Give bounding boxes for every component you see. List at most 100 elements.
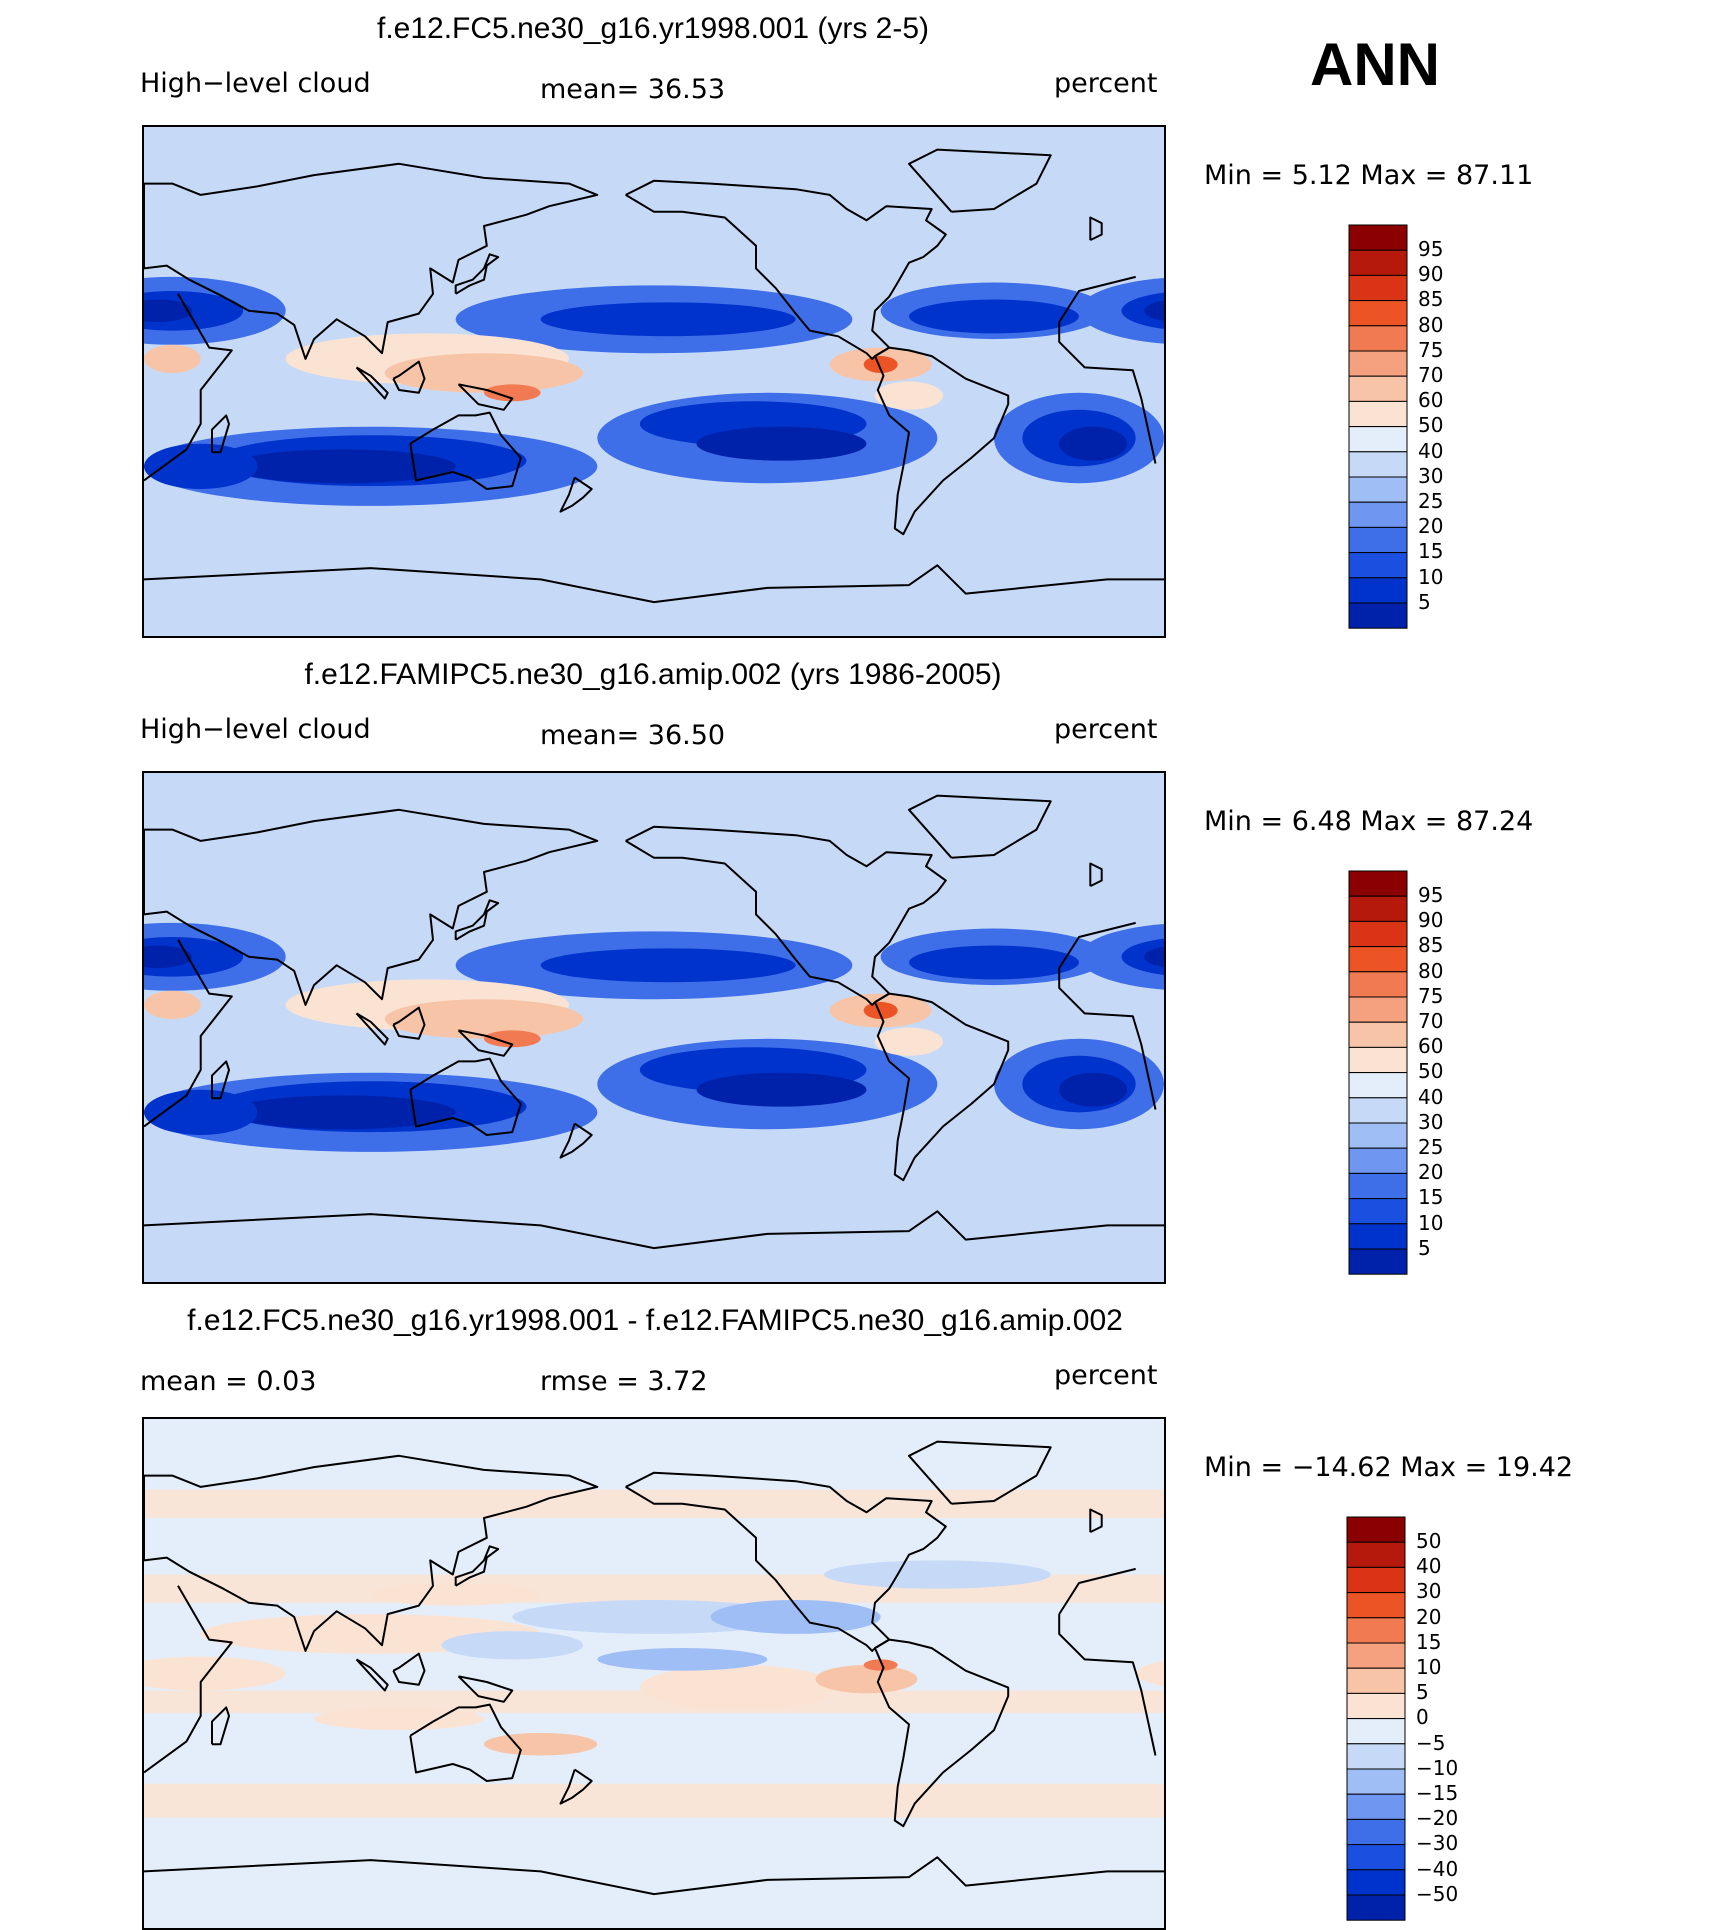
coastline [144,1567,1157,1774]
colorbar-tick-label: −50 [1416,1881,1459,1906]
colorbar-swatch [1346,1844,1406,1871]
colorbar-swatch [1348,300,1408,327]
coastline [908,794,1052,859]
colorbar-tick-label: 15 [1418,539,1444,564]
coastline [625,825,947,1006]
contour-region [229,1095,456,1130]
colorbar-tick-label: 10 [1418,564,1444,589]
contour-region [540,948,796,983]
coastline [457,1029,514,1057]
coastline [392,360,426,394]
colorbar-swatch [1348,1097,1408,1124]
colorbar-tick-label: 5 [1418,589,1431,614]
contour-region [875,1027,943,1056]
panel-2-minmax: Min = 6.48 Max = 87.24 [1204,806,1534,837]
colorbar-swatch [1348,325,1408,352]
contour-region [1059,1072,1128,1107]
colorbar-tick-label: 90 [1418,908,1444,933]
coastline [409,1703,522,1782]
panel-2-map [142,771,1166,1284]
contour-region [710,1599,881,1634]
panel-3-colorbar [1346,1516,1406,1921]
colorbar-tick-label: −20 [1416,1806,1459,1831]
colorbar-swatch [1348,971,1408,998]
panel-3-minmax: Min = −14.62 Max = 19.42 [1204,1452,1574,1483]
colorbar-tick-label: 0 [1416,1705,1429,1730]
coastline [559,1768,593,1805]
contour-region [144,945,193,969]
colorbar-tick-label: −10 [1416,1755,1459,1780]
contour-region [824,1560,1051,1589]
colorbar-swatch [1348,1172,1408,1200]
coastline [211,1060,230,1100]
colorbar-swatch [1348,350,1408,377]
colorbar-swatch [1348,375,1408,402]
contour-region [441,1631,584,1660]
contour-region [696,1072,867,1107]
colorbar-swatch [1348,1021,1408,1048]
coastline [144,1210,1164,1250]
colorbar-tick-label: −5 [1416,1730,1446,1755]
colorbar-tick-label: 70 [1418,363,1444,387]
colorbar-swatch [1348,920,1408,948]
colorbar-swatch [1348,249,1408,276]
colorbar-tick-label: 60 [1418,1034,1444,1059]
panel-2-mean-label: mean= 36.50 [540,720,726,751]
colorbar-tick-label: 40 [1418,438,1444,463]
coastline [874,346,1010,536]
contour-region [1121,938,1164,975]
contour-region [384,999,584,1039]
contour-region [696,426,867,461]
contour-region [863,1002,898,1020]
colorbar-tick-label: 25 [1418,1135,1444,1159]
colorbar-swatch [1348,400,1408,428]
contour-region [484,1030,541,1048]
coastline [144,275,1157,482]
contour-region [144,443,258,489]
colorbar-tick-label: 95 [1418,883,1444,907]
contour-band [144,1783,1164,1818]
panel-2-colorbar [1348,870,1408,1275]
contour-region [1121,292,1164,329]
colorbar-tick-label: 50 [1416,1529,1442,1553]
coastline [409,1057,522,1136]
colorbar-swatch [1346,1617,1406,1644]
coastline [454,1545,500,1587]
panel-2-title: f.e12.FAMIPC5.ne30_g16.amip.002 (yrs 198… [304,658,1002,691]
colorbar-tick-label: 70 [1418,1009,1444,1033]
coastline [144,564,1164,604]
coastline [457,1675,514,1703]
colorbar-swatch [1346,1692,1406,1720]
panel-1-map [142,125,1166,638]
season-label: ANN [1310,31,1440,98]
contour-region [909,299,1079,334]
contour-region [384,353,584,393]
panel-3-units-label: percent [1054,1360,1158,1391]
colorbar-swatch [1346,1541,1406,1568]
colorbar-tick-label: 5 [1418,1235,1431,1260]
panel-1-mean-label: mean= 36.53 [540,74,726,105]
contour-region [875,381,943,410]
coastline [559,1122,593,1159]
coastline [144,1454,599,1652]
colorbar-tick-label: 15 [1416,1629,1442,1654]
colorbar-swatch [1346,1818,1406,1846]
contour-region [229,449,456,484]
contour-region [370,1583,541,1606]
contour-region [909,945,1079,980]
contour-region [815,1665,918,1694]
colorbar-tick-label: 20 [1418,514,1444,539]
colorbar-swatch [1348,1223,1408,1250]
colorbar-tick-label: 90 [1418,262,1444,287]
panel-1-variable-label: High−level cloud [140,68,371,99]
colorbar-swatch [1348,224,1408,251]
colorbar-tick-label: 40 [1416,1554,1442,1579]
panel-3-rmse-label: rmse = 3.72 [540,1366,708,1397]
colorbar-swatch [1346,1793,1406,1820]
coastline [908,1440,1052,1505]
contour-region [639,1665,839,1711]
colorbar-swatch [1346,1592,1406,1619]
contour-band [144,843,1164,901]
coastline [355,366,389,400]
colorbar-tick-label: 40 [1418,1084,1444,1109]
